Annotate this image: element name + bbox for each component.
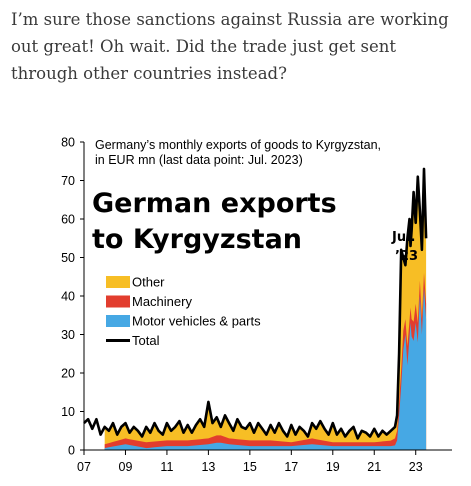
y-tick-label: 20 [61,367,75,381]
chart-title-line1: German exports [92,188,337,219]
x-tick-label: 19 [326,460,340,474]
legend-swatch-machinery [106,295,130,308]
legend-swatch-other [106,276,130,288]
plot-area: 0 10 20 30 40 50 60 70 80 07 09 11 13 15 17 19 21 23 [61,136,452,474]
legend-swatch-motor-vehicles-parts [106,315,130,327]
x-tick-label: 23 [409,460,423,474]
post-text: I’m sure those sanctions against Russia … [11,10,449,83]
y-tick-label: 0 [68,444,75,458]
legend-label: Other [132,275,165,290]
legend-label: Total [132,333,160,348]
line-total [83,167,428,440]
x-tick-label: 13 [201,460,215,474]
x-tick-label: 07 [77,460,91,474]
x-tick-label: 21 [367,460,381,474]
y-tick-label: 70 [61,174,75,188]
chart-subtitle-line2: in EUR mn (last data point: Jul. 2023) [95,153,303,167]
y-tick-label: 60 [61,213,75,227]
legend-label: Motor vehicles & parts [132,314,261,329]
x-tick-label: 15 [243,460,257,474]
x-tick-label: 11 [160,460,173,474]
y-tick-label: 30 [61,328,75,342]
chart-subtitle-line1: Germany’s monthly exports of goods to Ky… [95,138,381,152]
annotation-jul: Jul. [391,230,416,245]
chart-title-line2: to Kyrgyzstan [92,224,302,255]
y-tick-label: 80 [61,136,75,150]
y-tick-label: 10 [61,405,75,419]
y-tick-label: 40 [61,290,75,304]
x-tick-label: 09 [119,460,133,474]
y-tick-label: 50 [61,251,75,265]
legend-label: Machinery [132,294,192,309]
x-tick-label: 17 [284,460,298,474]
annotation-year: ’23 [395,249,418,264]
chart-legend: Other Machinery Motor vehicles & parts Tota… [106,275,261,348]
